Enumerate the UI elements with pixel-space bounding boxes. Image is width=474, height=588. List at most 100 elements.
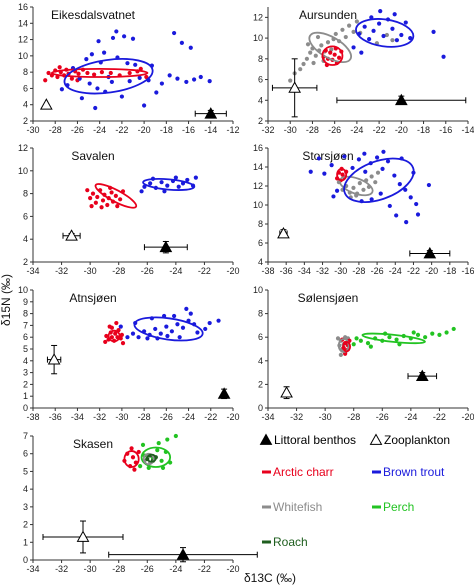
data-point <box>193 175 198 180</box>
x-tick-label: -28 <box>347 412 360 422</box>
data-point <box>93 200 98 205</box>
y-tick-label: 10 <box>18 285 28 295</box>
data-point <box>137 75 142 80</box>
data-point <box>139 189 144 194</box>
data-point <box>130 455 136 460</box>
y-tick-label: 12 <box>253 12 263 22</box>
data-point <box>338 352 343 357</box>
x-tick-label: -24 <box>389 266 402 276</box>
data-point <box>203 326 208 332</box>
data-point <box>179 40 184 45</box>
y-tick-label: 10 <box>253 33 263 43</box>
data-point <box>96 39 101 44</box>
data-point <box>399 32 404 38</box>
legend-item-zooplankton: Zooplankton <box>369 433 450 447</box>
data-point <box>108 70 113 76</box>
y-tick-label: 2 <box>258 116 263 126</box>
data-point <box>100 198 106 203</box>
data-point <box>122 34 127 39</box>
y-tick-label: 8 <box>23 67 28 77</box>
x-tick-label: -28 <box>352 266 365 276</box>
data-point <box>90 191 96 196</box>
x-tick-label: -38 <box>261 266 274 276</box>
x-tick-label: -26 <box>141 564 154 574</box>
data-point <box>140 442 146 447</box>
x-tick-label: -24 <box>169 564 182 574</box>
panel-title: Eikesdalsvatnet <box>51 8 136 22</box>
open-triangle-marker <box>76 530 90 542</box>
y-tick-label: 10 <box>18 51 28 61</box>
data-point <box>403 187 408 192</box>
y-tick-label: 1 <box>23 391 28 401</box>
y-tick-label: 10 <box>253 285 263 295</box>
y-tick-label: 4 <box>23 100 28 110</box>
x-tick-label: -30 <box>115 412 128 422</box>
zooplankton-marker <box>62 229 81 241</box>
data-point <box>59 87 64 92</box>
open-triangle-marker <box>277 226 290 239</box>
panel-title: Aursunden <box>299 8 357 22</box>
data-point <box>132 467 137 472</box>
data-point <box>185 177 190 183</box>
y-tick-label: 10 <box>253 200 263 210</box>
data-point <box>414 201 419 207</box>
data-point <box>173 175 178 180</box>
ellipse-arctic-charr <box>336 168 348 182</box>
data-point <box>415 212 421 217</box>
data-point <box>109 335 114 340</box>
littoral-benthos-marker <box>108 547 258 563</box>
x-tick-label: -20 <box>226 266 239 276</box>
panel-atnsj-en: -38 -36 -34 -32 -30 -28 -26 -24 -22 -200123456789… <box>18 285 240 422</box>
data-point <box>397 182 402 187</box>
x-tick-label: -22 <box>373 125 386 135</box>
x-tick-label: -26 <box>371 266 384 276</box>
data-point <box>216 318 221 323</box>
data-point <box>89 204 94 209</box>
data-point <box>192 77 197 82</box>
data-point <box>93 105 98 111</box>
data-point <box>390 26 395 31</box>
data-point <box>325 40 331 45</box>
data-point <box>105 202 110 208</box>
data-point <box>92 72 97 77</box>
series-arctic-charr <box>85 185 126 210</box>
ellipse-arctic-charr <box>50 67 149 78</box>
data-point <box>335 336 341 341</box>
data-point <box>363 169 368 174</box>
zooplankton-marker <box>277 226 290 239</box>
data-point <box>404 220 409 225</box>
data-point <box>169 329 174 334</box>
y-tick-label: 7 <box>23 320 28 330</box>
y-tick-label: 3 <box>23 502 28 512</box>
x-tick-label: -22 <box>204 412 217 422</box>
y-tick-label: 6 <box>258 75 263 85</box>
data-point <box>165 183 170 188</box>
legend-item-brown-trout: Brown trout <box>372 465 445 479</box>
data-point <box>118 197 123 202</box>
series-arctic-charr <box>103 320 126 346</box>
legend-label: Littoral benthos <box>274 433 356 447</box>
x-tick-label: -16 <box>182 125 195 135</box>
y-tick-label: 4 <box>258 356 263 366</box>
y-tick-label: 4 <box>23 356 28 366</box>
data-point <box>362 24 367 29</box>
open-triangle-marker <box>65 229 78 241</box>
data-point <box>125 61 130 66</box>
data-point <box>87 81 92 86</box>
data-point <box>76 71 81 76</box>
data-point <box>175 322 180 327</box>
y-tick-label: 0 <box>23 403 28 413</box>
x-tick-label: -16 <box>461 266 474 276</box>
legend-item-whitefish: Whitefish <box>262 500 322 514</box>
data-point <box>331 194 336 199</box>
x-tick-label: -12 <box>226 125 239 135</box>
data-point <box>451 326 456 332</box>
data-point <box>423 335 428 340</box>
data-point <box>426 182 432 188</box>
y-tick-label: 8 <box>258 309 263 319</box>
data-point <box>102 50 107 55</box>
data-point <box>114 29 119 34</box>
data-point <box>115 204 120 209</box>
filled-triangle-marker <box>176 548 190 560</box>
